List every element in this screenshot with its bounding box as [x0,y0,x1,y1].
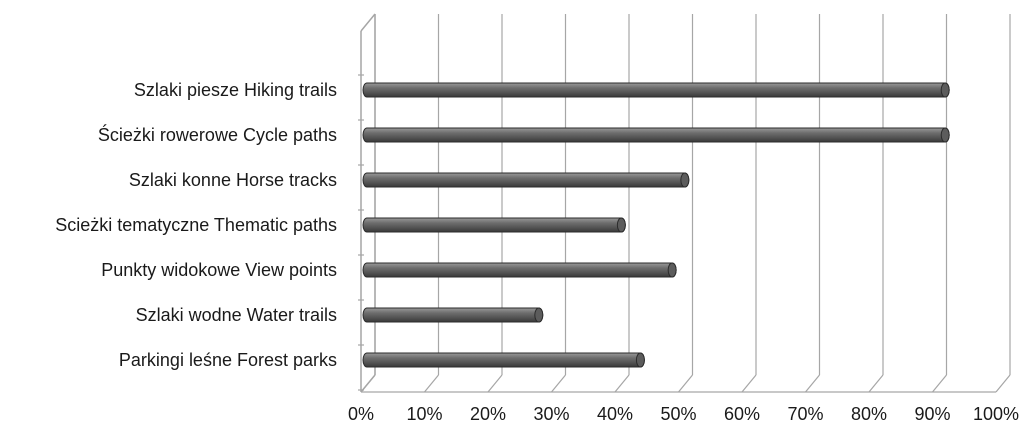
bar-body [362,82,950,98]
floor-left-edge [360,374,376,393]
side-wall-top-edge [360,13,376,32]
axis-layer [358,13,376,393]
category-label: Punkty widokowe View points [101,260,337,280]
label-layer: 0% 10% 20% 30% 40% 50% 60% 70% 80% 90% 100% Szlaki … [55,80,1019,424]
category-label: Szlaki konne Horse tracks [129,170,337,190]
bar-end-cap [940,127,950,143]
x-tick-label: 80% [851,404,887,424]
x-tick-label: 100% [973,404,1019,424]
bar [362,352,645,368]
bar-end-cap [635,352,645,368]
category-label: Scieżki tematyczne Thematic paths [55,215,337,235]
bar [362,82,950,98]
bar-layer [362,82,950,368]
x-tick-label: 30% [533,404,569,424]
bar [362,307,544,323]
floor-gridline [678,374,693,393]
grid-layer [360,14,1011,393]
floor-gridline [995,374,1011,393]
category-label: Szlaki piesze Hiking trails [134,80,337,100]
bar-body [362,217,626,233]
bar-end-cap [680,172,690,188]
x-tick-label: 50% [660,404,696,424]
bar [362,262,677,278]
floor-gridline [932,374,947,393]
category-label: Ścieżki rowerowe Cycle paths [98,124,337,145]
bar-end-cap [940,82,950,98]
x-tick-label: 90% [914,404,950,424]
bar-end-cap [616,217,626,233]
bar-body [362,262,677,278]
floor-gridline [424,374,439,393]
x-tick-label: 20% [470,404,506,424]
x-tick-label: 60% [724,404,760,424]
floor-gridline [805,374,820,393]
bar [362,127,950,143]
bar-end-cap [534,307,544,323]
category-label: Parkingi leśne Forest parks [119,350,337,370]
x-tick-label: 0% [348,404,374,424]
bar [362,217,626,233]
bar-end-cap [667,262,677,278]
x-tick-label: 70% [787,404,823,424]
x-tick-label: 10% [406,404,442,424]
floor-gridline [868,374,884,393]
bar [362,172,690,188]
bar-body [362,127,950,143]
category-label: Szlaki wodne Water trails [136,305,337,325]
floor-gridline [741,374,757,393]
floor-gridline [487,374,503,393]
floor-gridline [614,374,630,393]
floor-gridline [551,374,566,393]
bar-body [362,172,690,188]
bar-body [362,307,544,323]
x-tick-label: 40% [597,404,633,424]
bar-body [362,352,645,368]
